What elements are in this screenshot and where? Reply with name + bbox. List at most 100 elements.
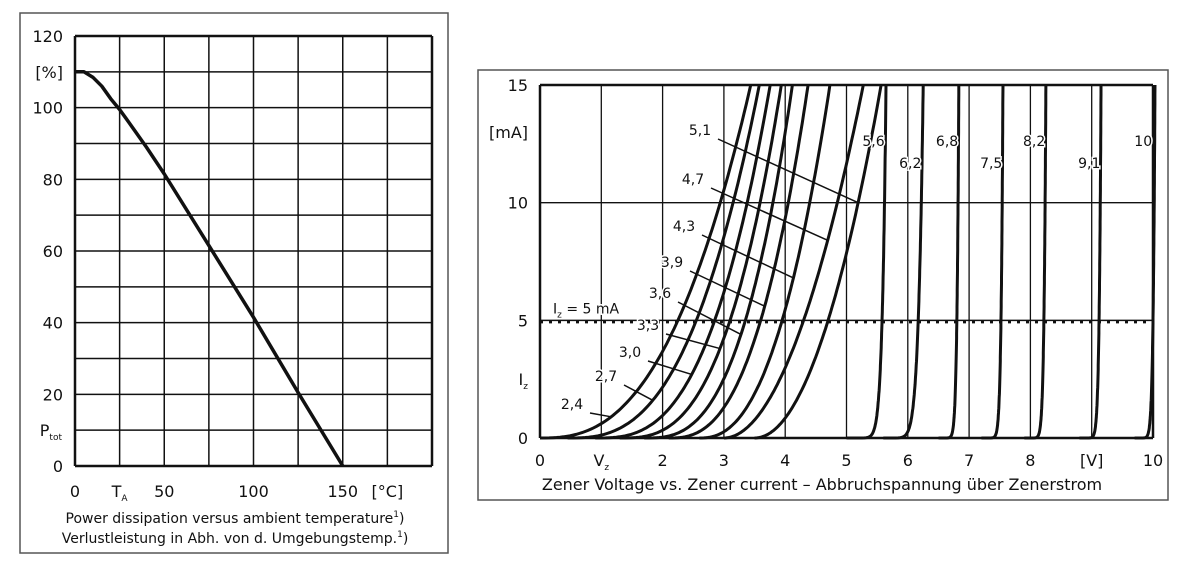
footnote-marker: 1 — [397, 530, 403, 540]
curve-label-leader — [701, 234, 794, 279]
y-tick-label: [mA] — [489, 123, 528, 142]
x-tick-label: 150 — [327, 482, 358, 501]
x-tick-label-text: T — [111, 482, 122, 501]
y-tick-label: 0 — [518, 429, 528, 448]
zener-curve-8-2 — [1024, 84, 1048, 440]
x-tick-label: 6 — [903, 451, 913, 470]
curve-label-leader — [589, 412, 612, 418]
x-tick-label-subscript: z — [604, 463, 609, 473]
y-tick-label: 0 — [53, 457, 63, 476]
power-derating-line — [75, 70, 345, 467]
x-tick-label-text: 7 — [964, 451, 974, 470]
y-tick-label-text: 0 — [518, 429, 528, 448]
y-tick-label: 80 — [43, 170, 63, 189]
x-tick-label: [°C] — [372, 482, 404, 501]
x-tick-label: 5 — [841, 451, 851, 470]
curve-label-leader — [710, 187, 828, 242]
caption-paren: ) — [403, 531, 408, 547]
zener-curve-2-7 — [567, 84, 761, 440]
curve-label: 5,6 — [862, 134, 884, 150]
curve-label: 3,6 — [649, 286, 671, 302]
curve-label-leader — [647, 360, 692, 376]
y-tick-label-text: 100 — [32, 99, 63, 118]
y-tick-label-text: 5 — [518, 311, 528, 330]
curve-label: 7,5 — [980, 156, 1002, 172]
x-axis-title: Zener Voltage vs. Zener current – Abbruc… — [542, 475, 1102, 494]
ref-label-rest: = 5 mA — [562, 301, 620, 317]
curve-label: 3,3 — [637, 318, 659, 334]
zener-characteristic-chart: Iz = 5 mA 0 Vz 2 3 4 5 6 7 8 [V] 10 15 [mA] 10 5 Iz 0 Zene… — [489, 76, 1163, 494]
zener-curve-4-3 — [699, 84, 832, 440]
x-tick-label: 8 — [1025, 451, 1035, 470]
curve-label: 2,7 — [595, 369, 617, 385]
curve-label-leader — [717, 138, 859, 204]
x-tick-label-text: [V] — [1080, 451, 1103, 470]
x-tick-label-text: V — [593, 451, 604, 470]
y-tick-label: Ptot — [40, 421, 63, 443]
x-tick-label: [V] — [1080, 451, 1103, 470]
y-tick-label-text: 60 — [43, 242, 63, 261]
x-tick-label: 10 — [1143, 451, 1163, 470]
x-tick-label: 7 — [964, 451, 974, 470]
x-tick-label: 2 — [658, 451, 668, 470]
x-tick-label-text: 5 — [841, 451, 851, 470]
y-tick-label-text: 120 — [32, 27, 63, 46]
curve-label: 3,0 — [619, 345, 641, 361]
x-tick-label: TA — [111, 482, 129, 504]
curve-label-leader — [665, 333, 721, 350]
x-tick-label-text: 2 — [658, 451, 668, 470]
curve-label: 6,8 — [936, 134, 958, 150]
footnote-marker: 1 — [393, 510, 399, 520]
x-tick-label: 3 — [719, 451, 729, 470]
ref-label-sub: z — [557, 310, 562, 320]
curve-label: 2,4 — [561, 397, 583, 413]
x-tick-label: 100 — [238, 482, 269, 501]
y-tick-label-text: 80 — [43, 170, 63, 189]
x-tick-label-text: 150 — [327, 482, 358, 501]
zener-curve-7-5 — [981, 84, 1005, 440]
curve-label: 9,1 — [1078, 156, 1100, 172]
zener-curve-10 — [1134, 84, 1157, 440]
y-tick-label: 10 — [508, 194, 528, 213]
x-tick-label-text: 10 — [1143, 451, 1163, 470]
y-tick-label: 100 — [32, 99, 63, 118]
zener-curve-5-6 — [846, 84, 888, 440]
zener-curve-5-1 — [754, 84, 883, 440]
x-tick-label-text: 0 — [70, 482, 80, 501]
zener-curve-4-7 — [723, 84, 865, 440]
x-tick-label-text: 100 — [238, 482, 269, 501]
y-tick-label: [%] — [35, 63, 63, 82]
curve-label-leader — [677, 301, 742, 336]
caption-paren: ) — [399, 511, 404, 527]
curve-label: 4,3 — [673, 219, 695, 235]
x-tick-label-text: 50 — [154, 482, 174, 501]
x-tick-label-text: 4 — [780, 451, 790, 470]
power-derating-chart: 0 TA 50 100 150 [°C] 120 [%] 100 80 60 40 20 Ptot 0 Pow… — [32, 27, 434, 547]
x-tick-label-text: 8 — [1025, 451, 1035, 470]
curve-label-leader — [623, 384, 654, 402]
zener-curve-2-4 — [540, 84, 753, 440]
curve-label: 5,1 — [689, 123, 711, 139]
y-tick-label-text: P — [40, 421, 50, 440]
y-tick-label: 60 — [43, 242, 63, 261]
y-tick-label-text: 15 — [508, 76, 528, 95]
y-tick-label: 5 — [518, 311, 528, 330]
y-tick-label-subscript: tot — [49, 433, 62, 443]
x-tick-label-text: [°C] — [372, 482, 404, 501]
caption-text: Power dissipation versus ambient tempera… — [66, 511, 394, 527]
x-tick-label-text: 6 — [903, 451, 913, 470]
y-tick-label-text: 20 — [43, 385, 63, 404]
y-tick-label: 20 — [43, 385, 63, 404]
x-tick-label: 0 — [535, 451, 545, 470]
ref-label-main: I — [553, 301, 557, 317]
y-tick-label: 15 — [508, 76, 528, 95]
zener-curve-6-8 — [938, 85, 961, 440]
zener-curve-6-2 — [883, 84, 925, 440]
y-tick-label: Iz — [519, 370, 529, 392]
y-tick-label-text: [%] — [35, 63, 63, 82]
y-tick-label-text: 10 — [508, 194, 528, 213]
x-tick-label: 0 — [70, 482, 80, 501]
x-tick-label: Vz — [593, 451, 609, 473]
x-tick-label-text: 3 — [719, 451, 729, 470]
